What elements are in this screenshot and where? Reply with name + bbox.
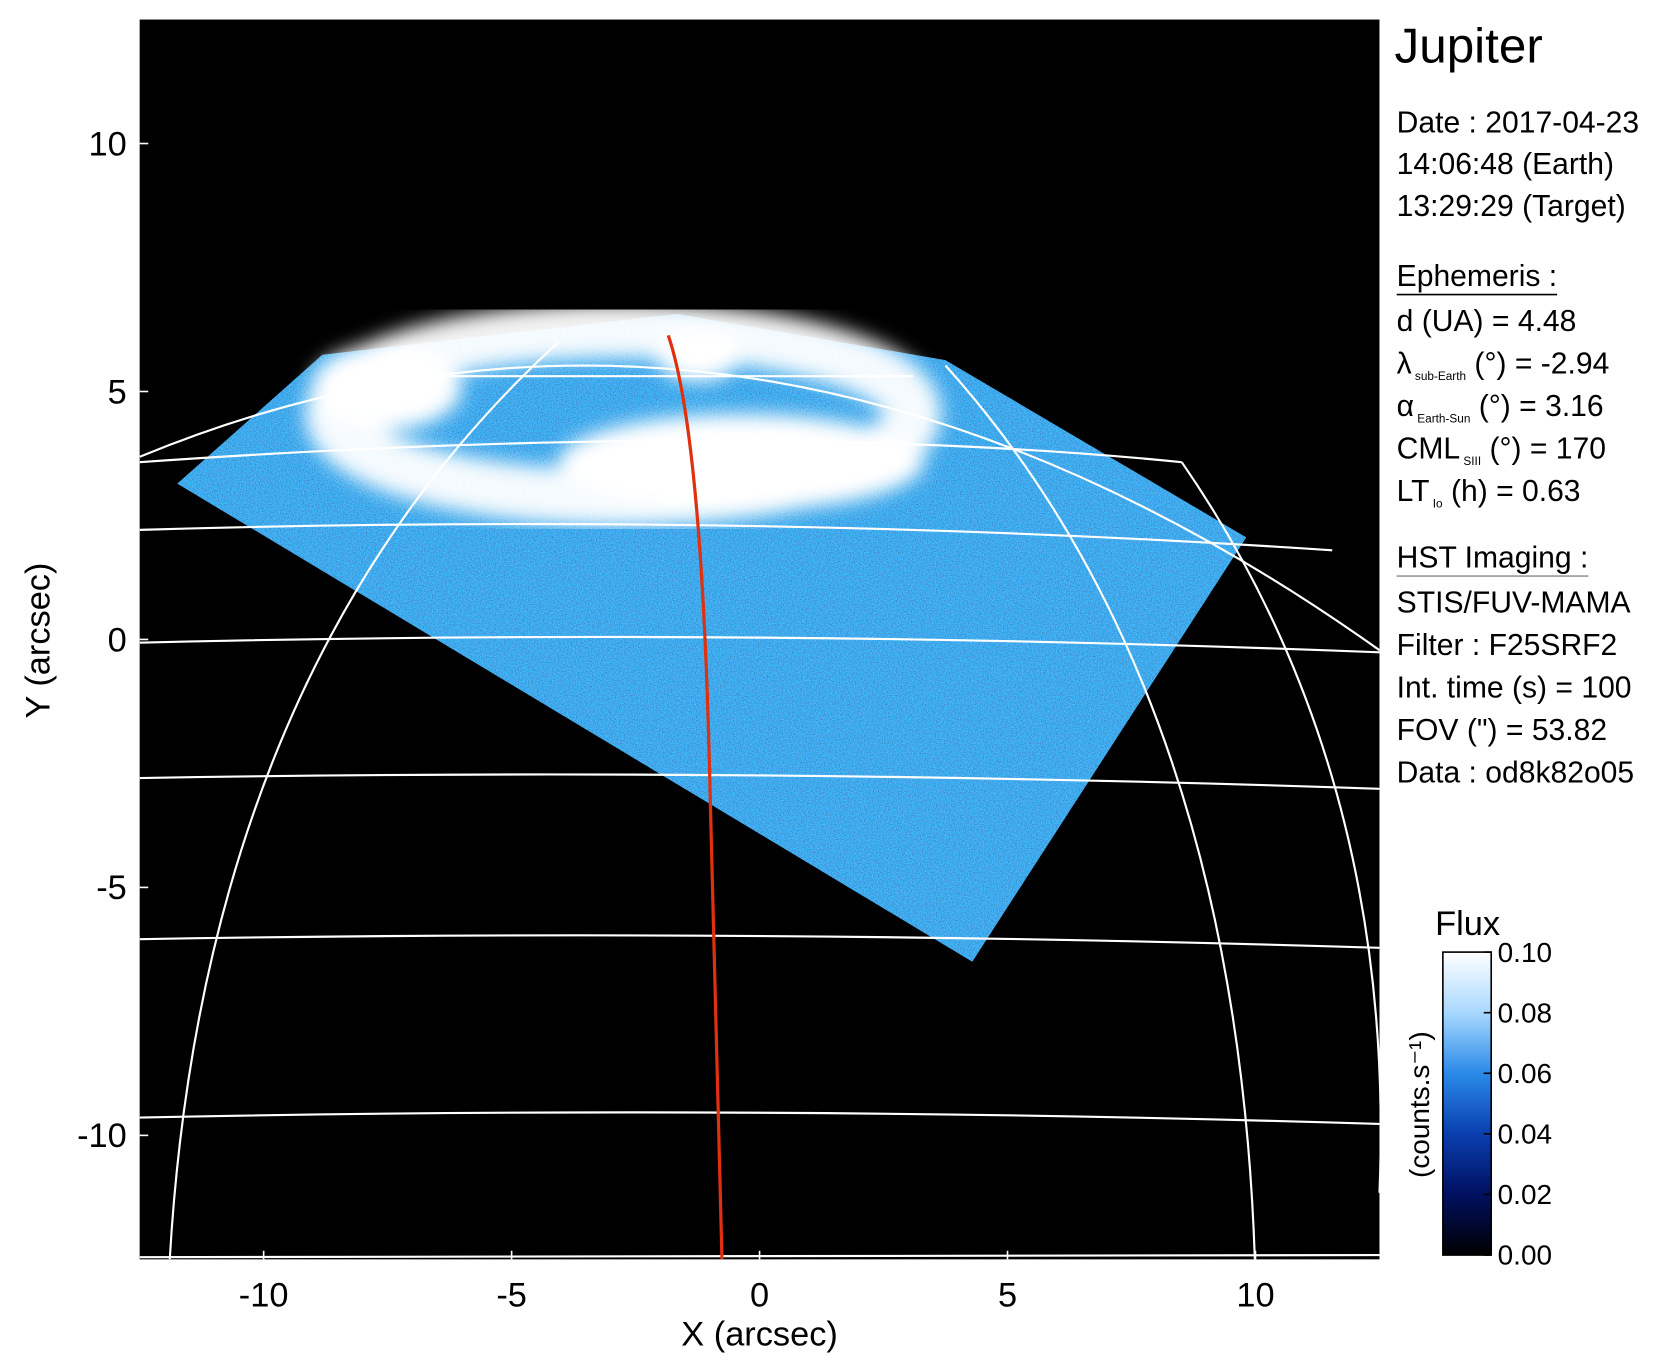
x-axis-label: X (arcsec) xyxy=(681,1315,838,1353)
ephemeris-subscript: SIII xyxy=(1463,454,1481,468)
central-meridian xyxy=(666,334,724,1260)
ephemeris-value: (°) = 3.16 xyxy=(1470,390,1603,423)
colorbar-tick-label: 0.04 xyxy=(1498,1119,1552,1150)
y-axis-label: Y (arcsec) xyxy=(19,563,57,719)
ephemeris-subscript: sub-Earth xyxy=(1415,369,1466,383)
ephemeris-symbol: CML xyxy=(1397,432,1461,465)
colorbar-label: (counts.s⁻¹) xyxy=(1404,1031,1435,1178)
latitude-line xyxy=(139,522,1333,552)
instrument-line: STIS/FUV-MAMA xyxy=(1397,587,1631,620)
chart-title: Jupiter xyxy=(1395,19,1543,74)
latitude-line xyxy=(139,773,1380,790)
colorbar xyxy=(1442,951,1493,1256)
instrument-line: Filter : F25SRF2 xyxy=(1397,629,1618,662)
y-tick-label: 10 xyxy=(89,125,127,163)
ephemeris-symbol: d (UA) = 4.48 xyxy=(1397,305,1577,338)
x-tick-label: -5 xyxy=(496,1277,527,1315)
ephemeris-row: α Earth-Sun (°) = 3.16 xyxy=(1397,390,1604,425)
colorbar-title: Flux xyxy=(1435,905,1500,943)
latitude-line xyxy=(139,934,1380,949)
instrument-line: Data : od8k82o05 xyxy=(1397,756,1634,789)
colorbar-tick-label: 0.10 xyxy=(1498,937,1552,968)
y-tick-label: -10 xyxy=(77,1117,127,1155)
ephemeris-value: (h) = 0.63 xyxy=(1443,475,1581,508)
latitude-line xyxy=(139,1111,1380,1126)
y-tick-label: 0 xyxy=(108,621,127,659)
aurora-blob xyxy=(558,413,924,511)
meridian xyxy=(944,364,1256,1260)
instrument-title: HST Imaging : xyxy=(1397,541,1589,574)
limb xyxy=(139,364,1380,652)
aurora-blob xyxy=(311,344,462,430)
date-line: 14:06:48 (Earth) xyxy=(1397,148,1614,181)
ephemeris-title: Ephemeris : xyxy=(1397,260,1557,293)
latitude-line xyxy=(139,439,1182,464)
latitude-line xyxy=(139,635,1380,654)
y-tick-label: -5 xyxy=(96,869,127,907)
y-tick-label: 5 xyxy=(108,373,127,411)
ephemeris-value: (°) = -2.94 xyxy=(1466,348,1609,381)
instrument-line: FOV (") = 53.82 xyxy=(1397,714,1607,747)
ephemeris-row: LT Io (h) = 0.63 xyxy=(1397,475,1581,510)
date-line: Date : 2017-04-23 xyxy=(1397,106,1639,139)
ephemeris-subscript: Io xyxy=(1433,496,1443,510)
colorbar-tick-label: 0.02 xyxy=(1498,1179,1552,1210)
colorbar-tick-label: 0.06 xyxy=(1498,1058,1552,1089)
image-layer xyxy=(139,302,1380,1260)
meridian xyxy=(1180,461,1380,1193)
colorbar-tick-label: 0.00 xyxy=(1498,1240,1552,1271)
ephemeris-symbol: LT xyxy=(1397,475,1430,508)
colorbar-tick-label: 0.08 xyxy=(1498,997,1552,1028)
ephemeris-row: CML SIII (°) = 170 xyxy=(1397,432,1606,467)
instrument-line: Int. time (s) = 100 xyxy=(1397,671,1632,704)
ephemeris-symbol: α xyxy=(1397,390,1414,423)
ephemeris-value: (°) = 170 xyxy=(1481,432,1606,465)
meridian xyxy=(168,341,560,1260)
ephemeris-symbol: λ xyxy=(1397,348,1412,381)
ephemeris-row: λ sub-Earth (°) = -2.94 xyxy=(1397,348,1610,383)
date-line: 13:29:29 (Target) xyxy=(1397,190,1626,223)
x-tick-label: -10 xyxy=(239,1277,289,1315)
x-tick-label: 5 xyxy=(998,1277,1017,1315)
ephemeris-subscript: Earth-Sun xyxy=(1417,411,1470,425)
ephemeris-row: d (UA) = 4.48 xyxy=(1397,305,1577,338)
x-tick-label: 0 xyxy=(750,1277,769,1315)
x-tick-label: 10 xyxy=(1236,1277,1274,1315)
